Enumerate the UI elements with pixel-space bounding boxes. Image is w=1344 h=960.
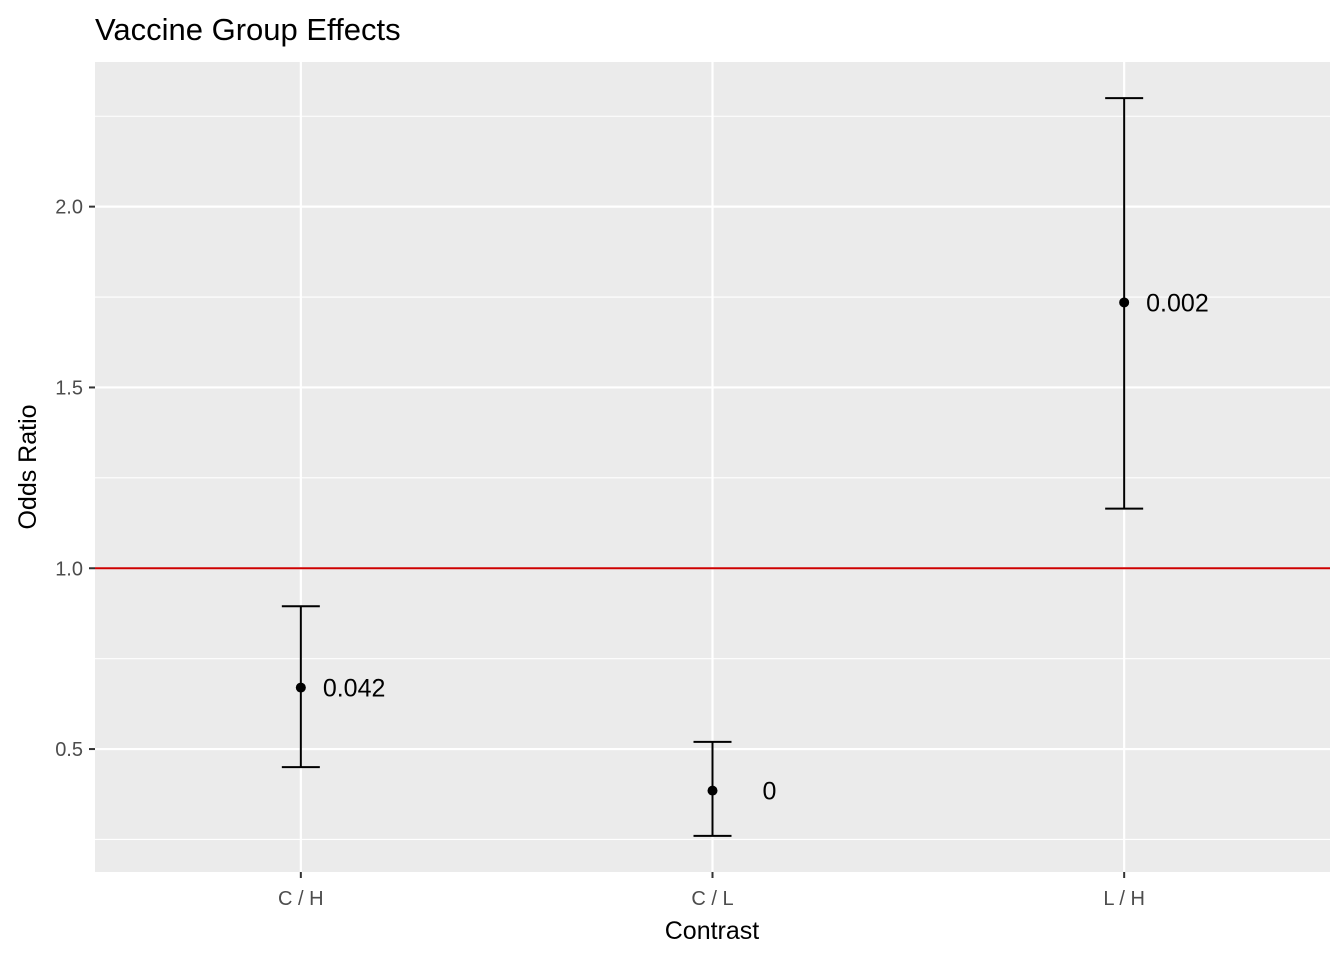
- estimate-point: [707, 785, 718, 796]
- y-axis: 0.5 1.0 1.5 2.0: [55, 197, 95, 761]
- x-tick-label: L / H: [1103, 888, 1145, 910]
- chart-title: Vaccine Group Effects: [95, 12, 401, 47]
- data-marks: 0.042 0 0.002: [281, 97, 1209, 837]
- x-tick-label: C / H: [278, 888, 324, 910]
- x-axis-title: Contrast: [665, 917, 760, 945]
- y-tick-label: 0.5: [55, 739, 83, 761]
- estimate-point: [1119, 297, 1130, 308]
- data-label: 0: [763, 778, 777, 806]
- x-axis: C / H C / L L / H: [278, 872, 1145, 910]
- y-tick-label: 1.0: [55, 558, 83, 580]
- y-tick-label: 1.5: [55, 377, 83, 399]
- data-label: 0.042: [323, 675, 386, 703]
- y-tick-label: 2.0: [55, 197, 83, 219]
- x-tick-label: C / L: [691, 888, 733, 910]
- y-axis-title: Odds Ratio: [14, 404, 42, 529]
- estimate-point: [295, 682, 306, 693]
- data-label: 0.002: [1146, 289, 1209, 317]
